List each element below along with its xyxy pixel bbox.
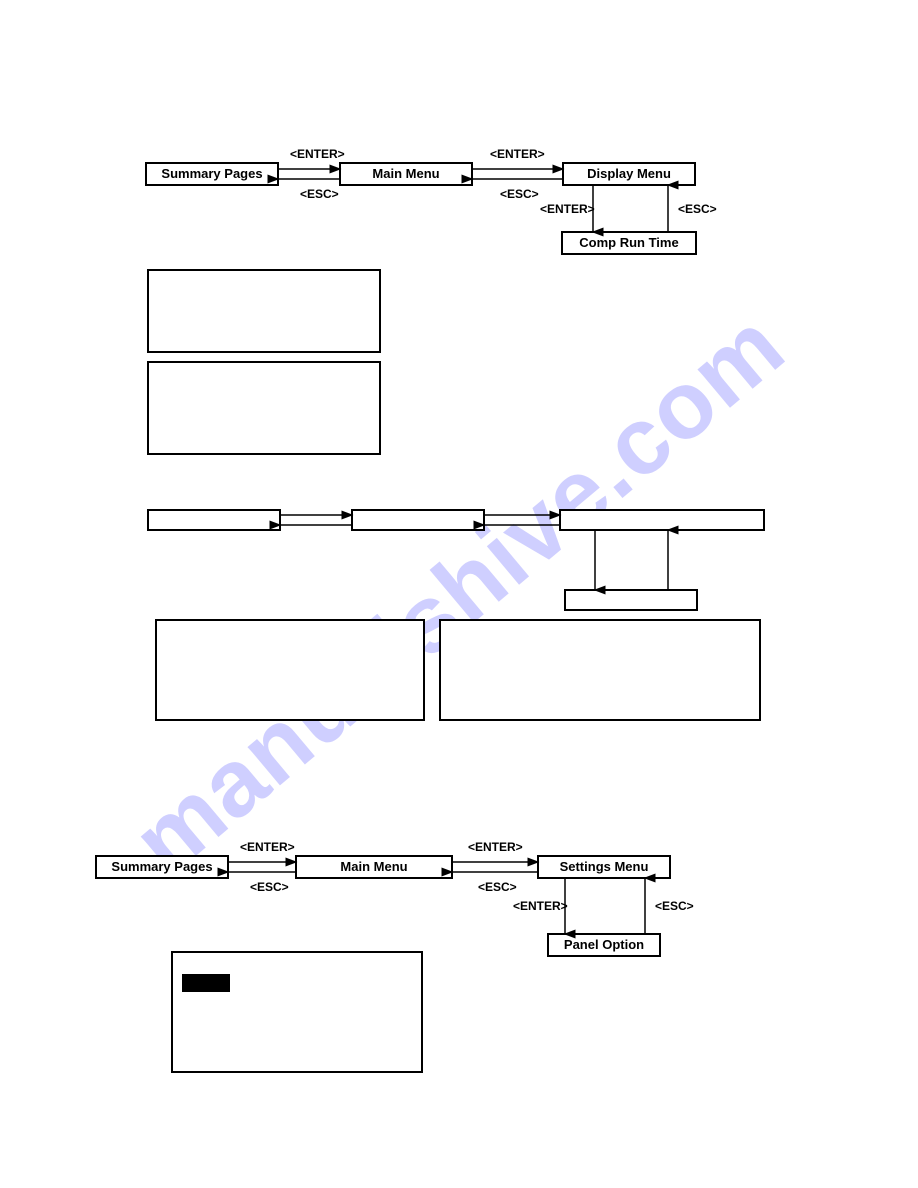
lcd-panel-1 (148, 270, 380, 352)
esc-label: <ESC> (300, 187, 339, 201)
diagram-svg: Summary Pages Main Menu Display Menu Comp R… (0, 0, 918, 1188)
esc-label: <ESC> (250, 880, 289, 894)
summary-box-2-label: Summary Pages (111, 859, 212, 874)
panel-option-box-label: Panel Option (564, 937, 644, 952)
lcd-panel-4 (440, 620, 760, 720)
esc-label: <ESC> (500, 187, 539, 201)
lcd-panel-2 (148, 362, 380, 454)
lcd-panel-3 (156, 620, 424, 720)
enter-label: <ENTER> (468, 840, 523, 854)
lcd-panel-5-cursor (182, 974, 230, 992)
settings-menu-box-label: Settings Menu (560, 859, 649, 874)
esc-label: <ESC> (478, 880, 517, 894)
mid-box-c (560, 510, 764, 530)
esc-label: <ESC> (655, 899, 694, 913)
page: manualshive.com Summary PagesMain MenuDi… (0, 0, 918, 1188)
enter-label: <ENTER> (540, 202, 595, 216)
esc-label: <ESC> (678, 202, 717, 216)
main-menu-box-label: Main Menu (372, 166, 439, 181)
mid-box-d (565, 590, 697, 610)
enter-label: <ENTER> (290, 147, 345, 161)
lcd-panel-5 (172, 952, 422, 1072)
display-menu-box-label: Display Menu (587, 166, 671, 181)
summary-box-label: Summary Pages (161, 166, 262, 181)
mid-box-b (352, 510, 484, 530)
main-menu-box-2-label: Main Menu (340, 859, 407, 874)
enter-label: <ENTER> (513, 899, 568, 913)
mid-box-a (148, 510, 280, 530)
enter-label: <ENTER> (240, 840, 295, 854)
comp-run-box-label: Comp Run Time (579, 235, 678, 250)
enter-label: <ENTER> (490, 147, 545, 161)
